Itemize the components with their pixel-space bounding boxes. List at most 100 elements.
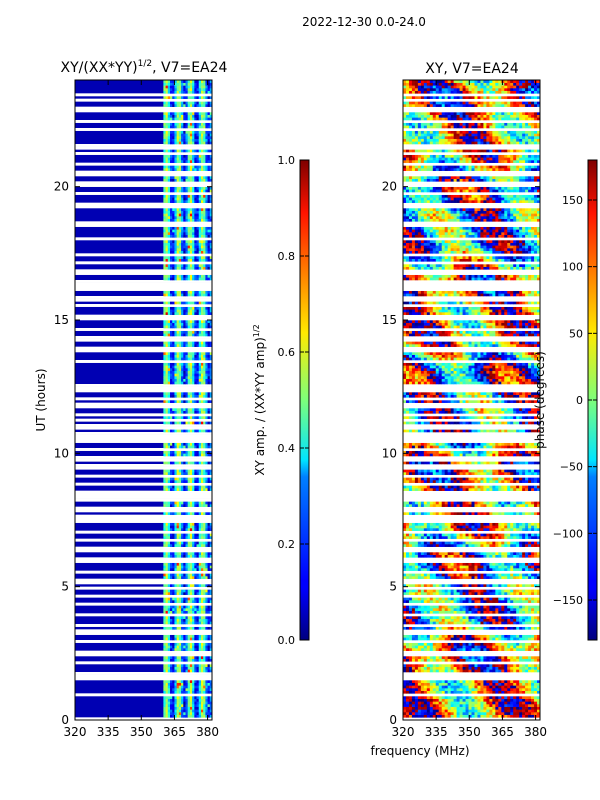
phase-cell — [537, 680, 540, 683]
amplitude-cell — [165, 213, 169, 217]
phase-cell — [537, 685, 540, 689]
phase-cell — [405, 701, 410, 705]
phase-cell — [432, 658, 437, 662]
amplitude-cell — [163, 341, 166, 345]
amplitude-cell — [203, 104, 206, 107]
amplitude-cell — [176, 544, 180, 547]
amplitude-cell — [178, 565, 182, 569]
phase-cell — [468, 592, 472, 595]
phase-cell — [432, 637, 437, 641]
amplitude-cell — [176, 330, 180, 334]
phase-cell — [435, 704, 440, 707]
amplitude-cell — [183, 610, 186, 614]
amplitude-cell — [207, 410, 211, 414]
amplitude-cell — [192, 429, 195, 433]
phase-cell — [417, 597, 422, 601]
left-chart-title-main: XY/(XX*YY) — [61, 60, 138, 76]
amplitude-cell — [198, 552, 202, 555]
amplitude-cell — [209, 453, 212, 457]
amplitude-cell — [196, 541, 200, 545]
amplitude-cell — [174, 168, 177, 171]
amplitude-cell — [192, 216, 195, 219]
phase-cell — [450, 645, 454, 649]
phase-cell — [429, 658, 434, 662]
amplitude-cell — [163, 90, 166, 94]
amplitude-cell — [165, 461, 169, 465]
phase-cell — [435, 610, 440, 614]
amplitude-cell — [172, 642, 175, 646]
amplitude-cell — [174, 330, 177, 334]
amplitude-cell — [185, 210, 188, 214]
phase-cell — [483, 666, 487, 670]
phase-cell — [492, 645, 496, 649]
phase-cell — [403, 605, 407, 609]
phase-cell — [471, 597, 475, 601]
amplitude-cell — [178, 122, 182, 126]
phase-cell — [420, 608, 425, 611]
amplitude-cell — [207, 381, 211, 385]
amplitude-cell — [209, 528, 212, 531]
amplitude-cell — [178, 621, 182, 625]
phase-cell — [504, 688, 508, 691]
phase-cell — [483, 688, 487, 691]
amplitude-cell — [196, 234, 200, 238]
phase-cell — [432, 616, 437, 619]
amplitude-cell — [205, 165, 208, 169]
phase-cell — [411, 682, 416, 686]
amplitude-cell — [167, 626, 171, 630]
amplitude-cell — [183, 634, 186, 638]
phase-cell — [528, 666, 532, 670]
amplitude-cell — [209, 213, 212, 217]
phase-cell — [411, 608, 416, 611]
amplitude-cell — [200, 536, 204, 539]
phase-cell — [507, 592, 511, 595]
amplitude-cell — [196, 621, 200, 625]
amplitude-cell — [181, 293, 184, 297]
phase-cell — [408, 634, 413, 638]
amplitude-cell — [187, 637, 191, 641]
phase-cell — [522, 608, 526, 611]
phase-cell — [432, 626, 437, 630]
amplitude-cell — [167, 565, 171, 569]
amplitude-cell — [167, 616, 171, 619]
amplitude-cell — [183, 157, 186, 161]
phase-cell — [498, 680, 502, 683]
amplitude-cell — [167, 352, 171, 355]
amplitude-cell — [198, 122, 202, 126]
amplitude-cell — [198, 554, 202, 558]
phase-cell — [414, 685, 419, 689]
phase-cell — [510, 688, 514, 691]
amplitude-cell — [178, 589, 182, 593]
amplitude-cell — [189, 442, 193, 446]
amplitude-cell — [183, 472, 186, 475]
amplitude-cell — [192, 416, 195, 419]
amplitude-cell — [203, 373, 206, 377]
amplitude-cell — [178, 114, 182, 118]
amplitude-cell — [176, 256, 180, 259]
phase-cell — [486, 666, 490, 670]
flagged-row — [75, 384, 212, 387]
phase-cell — [435, 616, 440, 619]
phase-cell — [465, 597, 469, 601]
amplitude-cell — [207, 522, 211, 526]
amplitude-cell — [165, 690, 169, 694]
amplitude-cell — [196, 709, 200, 713]
amplitude-cell — [198, 701, 202, 705]
amplitude-cell — [196, 274, 200, 278]
amplitude-cell — [167, 312, 171, 315]
phase-cell — [462, 704, 466, 707]
amplitude-cell — [203, 250, 206, 254]
amplitude-cell — [205, 381, 208, 385]
amplitude-cell — [167, 621, 171, 625]
amplitude-cell — [176, 541, 180, 545]
amplitude-cell — [194, 322, 197, 326]
amplitude-cell — [174, 701, 177, 705]
amplitude-cell — [174, 240, 177, 243]
amplitude-cell — [174, 80, 177, 83]
amplitude-cell — [163, 504, 166, 507]
amplitude-cell — [207, 709, 211, 713]
amplitude-cell — [207, 80, 211, 83]
phase-cell — [432, 584, 437, 587]
amplitude-cell — [170, 589, 173, 593]
